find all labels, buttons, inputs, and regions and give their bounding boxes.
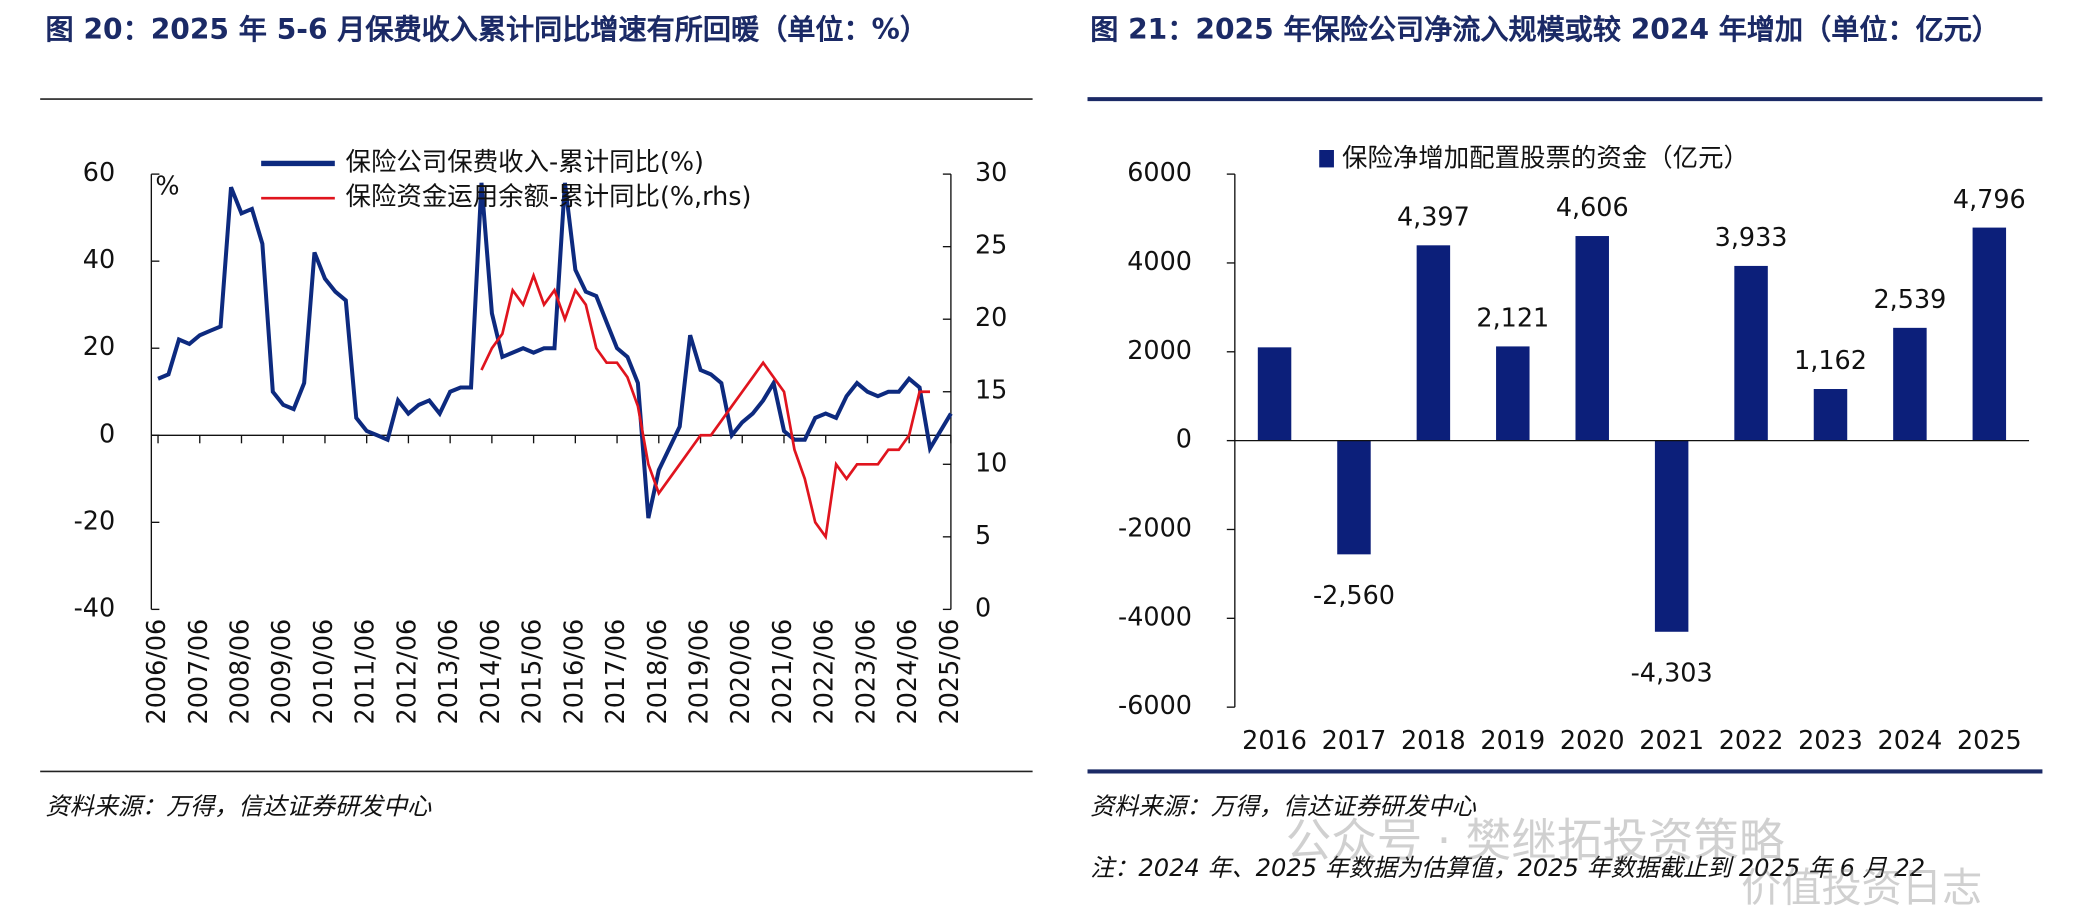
x-tick-label: 2015/06 bbox=[517, 619, 547, 725]
x-tick-label: 2019/06 bbox=[684, 619, 714, 725]
x-tick-label: 2008/06 bbox=[224, 619, 254, 725]
x-tick-label: 2019 bbox=[1480, 725, 1545, 755]
legend-swatch bbox=[1319, 150, 1334, 168]
x-tick-label: 2021 bbox=[1639, 725, 1704, 755]
figure-title: 图 21：2025 年保险公司净流入规模或较 2024 年增加（单位：亿元） bbox=[1090, 13, 2001, 46]
source: 资料来源：万得，信达证券研发中心 bbox=[45, 792, 432, 821]
bar bbox=[1496, 346, 1530, 441]
data-label: 4,796 bbox=[1953, 184, 2026, 214]
bar bbox=[1575, 236, 1609, 441]
x-tick-label: 2018 bbox=[1401, 725, 1466, 755]
x-tick-label: 2021/06 bbox=[767, 619, 797, 725]
x-tick-label: 2024 bbox=[1878, 725, 1943, 755]
y-tick-label: 0 bbox=[99, 418, 115, 448]
x-tick-label: 2016/06 bbox=[558, 619, 588, 725]
data-label: 4,606 bbox=[1556, 192, 1629, 222]
x-tick-label: 2016 bbox=[1242, 725, 1307, 755]
x-tick-label: 2006/06 bbox=[141, 619, 171, 725]
y-tick-label: -40 bbox=[74, 592, 116, 622]
x-tick-label: 2025 bbox=[1957, 725, 2022, 755]
x-tick-label: 2025/06 bbox=[934, 619, 964, 725]
x-tick-label: 2017 bbox=[1322, 725, 1387, 755]
bar bbox=[1337, 440, 1371, 555]
y-tick-label: 0 bbox=[1176, 424, 1192, 454]
bar bbox=[1257, 347, 1292, 441]
y-tick-label: 40 bbox=[83, 244, 115, 274]
series-line bbox=[157, 182, 953, 519]
x-tick-label: 2013/06 bbox=[433, 619, 463, 725]
x-tick-label: 2022 bbox=[1719, 725, 1784, 755]
bar bbox=[1813, 389, 1848, 441]
x-tick-label: 2010/06 bbox=[308, 619, 338, 725]
bar bbox=[1734, 265, 1768, 441]
y-tick-label: 6000 bbox=[1127, 157, 1192, 187]
y2-tick-label: 15 bbox=[975, 375, 1007, 405]
x-tick-label: 2024/06 bbox=[892, 619, 922, 725]
x-tick-label: 2020 bbox=[1560, 725, 1625, 755]
y-tick-label: 20 bbox=[83, 331, 115, 361]
y-tick-label: -4000 bbox=[1118, 601, 1192, 631]
legend-label: 保险净增加配置股票的资金（亿元） bbox=[1342, 142, 1749, 172]
bar bbox=[1416, 245, 1451, 441]
watermark: 价值投资日志 bbox=[1741, 865, 1983, 913]
data-label: -4,303 bbox=[1631, 658, 1713, 688]
x-tick-label: 2022/06 bbox=[809, 619, 839, 725]
y-tick-label: 60 bbox=[83, 157, 115, 187]
x-tick-label: 2014/06 bbox=[475, 619, 505, 725]
x-tick-label: 2007/06 bbox=[183, 619, 213, 725]
x-tick-label: 2011/06 bbox=[350, 619, 380, 725]
bar bbox=[1972, 227, 2007, 441]
watermark: 公众号 · 樊继拓投资策略 bbox=[1285, 814, 1785, 868]
y2-tick-label: 0 bbox=[975, 592, 991, 622]
x-tick-label: 2023/06 bbox=[850, 619, 880, 725]
legend-label: 保险公司保费收入-累计同比(%) bbox=[346, 146, 704, 176]
x-tick-label: 2012/06 bbox=[391, 619, 421, 725]
y2-tick-label: 10 bbox=[975, 447, 1007, 477]
unit: % bbox=[155, 171, 179, 201]
x-tick-label: 2023 bbox=[1798, 725, 1863, 755]
y2-tick-label: 30 bbox=[975, 157, 1007, 187]
y-tick-label: -2000 bbox=[1118, 512, 1192, 542]
y-tick-label: 4000 bbox=[1127, 246, 1192, 276]
legend-label: 保险资金运用余额-累计同比(%,rhs) bbox=[346, 181, 752, 211]
bar bbox=[1893, 327, 1927, 441]
x-tick-label: 2009/06 bbox=[266, 619, 296, 725]
y2-tick-label: 20 bbox=[975, 302, 1007, 332]
y2-tick-label: 5 bbox=[975, 520, 991, 550]
series-line bbox=[480, 271, 931, 541]
y-tick-label: 2000 bbox=[1127, 335, 1192, 365]
data-label: 2,539 bbox=[1873, 284, 1946, 314]
data-label: -2,560 bbox=[1313, 580, 1395, 610]
x-tick-label: 2020/06 bbox=[725, 619, 755, 725]
y2-tick-label: 25 bbox=[975, 230, 1007, 260]
bar bbox=[1654, 440, 1689, 632]
source: 资料来源：万得，信达证券研发中心 bbox=[1090, 792, 1476, 821]
x-tick-label: 2018/06 bbox=[642, 619, 672, 725]
y-tick-label: -20 bbox=[74, 505, 116, 535]
x-tick-label: 2017/06 bbox=[600, 619, 630, 725]
data-label: 1,162 bbox=[1794, 345, 1867, 375]
note: 注：2024 年、2025 年数据为估算值，2025 年数据截止到 2025 年… bbox=[1090, 854, 1926, 883]
y-tick-label: -6000 bbox=[1118, 690, 1192, 720]
figure-title: 图 20：2025 年 5-6 月保费收入累计同比增速有所回暖（单位：%） bbox=[45, 13, 929, 46]
data-label: 3,933 bbox=[1715, 222, 1788, 252]
data-label: 4,397 bbox=[1397, 202, 1470, 232]
data-label: 2,121 bbox=[1476, 303, 1549, 333]
